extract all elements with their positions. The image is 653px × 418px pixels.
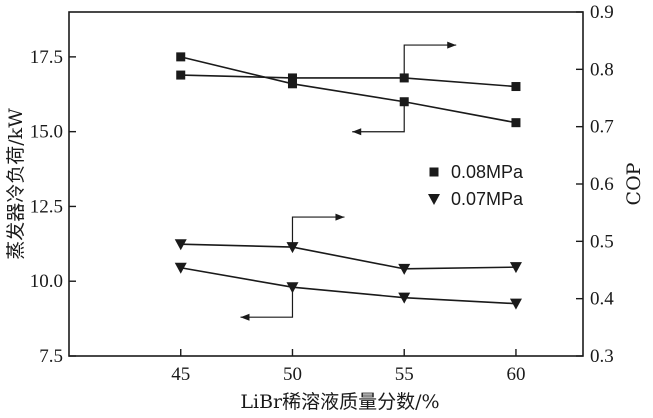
square-marker <box>429 167 439 177</box>
triangle-down-marker <box>398 263 411 275</box>
series-0.07MPa-left <box>174 262 522 310</box>
arrow-stem <box>352 101 405 133</box>
triangle-down-marker <box>174 239 187 251</box>
series-line <box>180 266 516 305</box>
y-left-tick-label: 17.5 <box>30 47 63 68</box>
axis-arrow-left <box>240 287 294 321</box>
square-marker <box>176 52 186 62</box>
square-marker <box>511 82 521 92</box>
arrow-head <box>240 313 250 321</box>
triangle-down-marker <box>174 262 187 274</box>
y-right-tick-label: 0.3 <box>590 346 614 367</box>
y-right-axis-title: COP <box>623 162 645 205</box>
y-right-tick-label: 0.5 <box>590 231 614 252</box>
series-line <box>180 243 516 270</box>
legend: 0.08MPa 0.07MPa <box>428 162 524 209</box>
y-left-tick-label: 15.0 <box>30 122 63 143</box>
x-axis-title: LiBr稀溶液质量分数/% <box>240 391 439 413</box>
arrow-head <box>352 128 362 136</box>
indicator-layer <box>240 41 457 321</box>
triangle-down-marker <box>398 292 411 304</box>
square-marker <box>287 79 297 89</box>
arrow-head <box>447 41 457 49</box>
y-right-tick-label: 0.8 <box>590 59 614 80</box>
triangle-down-marker <box>509 262 522 274</box>
y-left-tick-label: 12.5 <box>30 196 63 217</box>
x-tick-label: 60 <box>506 364 525 385</box>
square-marker <box>287 73 297 83</box>
legend-label: 0.08MPa <box>451 162 524 182</box>
series-0.08MPa-left <box>176 52 521 128</box>
arrow-stem <box>291 216 345 248</box>
y-right-tick-label: 0.6 <box>590 174 614 195</box>
triangle-down-marker <box>286 242 299 254</box>
plot-border <box>68 11 584 357</box>
square-marker <box>176 70 186 80</box>
series-0.08MPa-right <box>176 70 521 92</box>
arrow-stem <box>403 44 457 76</box>
arrow-stem <box>240 287 294 318</box>
y-left-axis-title: 蒸发器冷负荷/kW <box>5 108 27 260</box>
series-line <box>180 56 517 124</box>
square-marker <box>399 73 409 83</box>
y-left-tick-label: 10.0 <box>30 271 63 292</box>
x-tick-label: 55 <box>395 364 414 385</box>
series-line <box>180 74 517 88</box>
square-marker <box>511 118 521 128</box>
triangle-down-marker <box>428 194 440 205</box>
arrow-head <box>335 213 345 221</box>
x-tick-label: 50 <box>283 364 302 385</box>
plot-frame <box>68 11 584 357</box>
axis-arrow-right <box>403 41 457 76</box>
y-right-tick-label: 0.7 <box>590 117 614 138</box>
axis-arrow-right <box>291 213 345 248</box>
axis-arrow-left <box>352 101 405 136</box>
series-layer <box>174 52 522 310</box>
x-tick-label: 45 <box>171 364 190 385</box>
axis-ticks: 45 50 55 60 7.5 10.0 12.5 15.0 17.5 0.3 0.4 0.5 0.6 0… <box>30 2 615 385</box>
series-0.07MPa-right <box>174 239 522 275</box>
legend-label: 0.07MPa <box>451 189 524 209</box>
y-right-tick-label: 0.9 <box>590 2 614 23</box>
y-right-tick-label: 0.4 <box>590 289 614 310</box>
triangle-down-marker <box>509 298 522 310</box>
y-left-tick-label: 7.5 <box>39 346 63 367</box>
